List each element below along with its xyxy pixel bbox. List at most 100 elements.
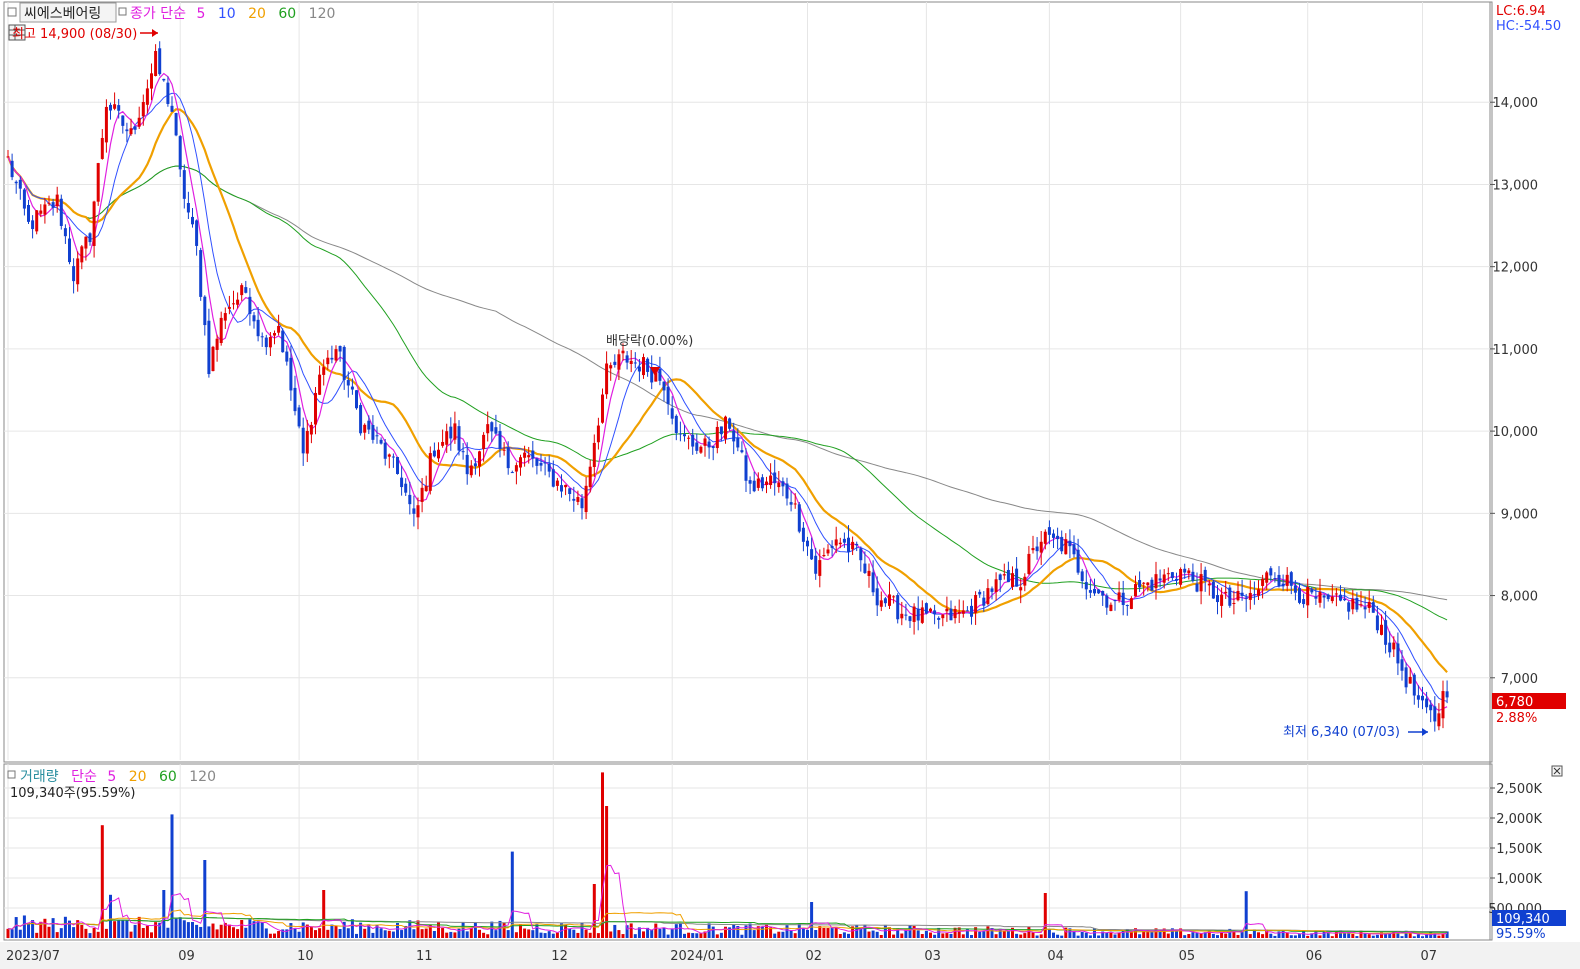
candle-body xyxy=(1080,571,1084,582)
candle-body xyxy=(875,588,879,606)
volume-bar xyxy=(719,932,723,938)
ma-legend-10[interactable]: 10 xyxy=(218,6,236,22)
volume-bar xyxy=(482,932,486,938)
ma-legend-20[interactable]: 20 xyxy=(248,6,266,22)
volume-bar xyxy=(207,926,211,938)
volume-bar xyxy=(777,931,781,938)
candle-body xyxy=(141,102,145,117)
candle-body xyxy=(31,220,35,230)
volume-bar xyxy=(1158,931,1162,938)
volume-ma-60[interactable]: 60 xyxy=(159,769,177,785)
volume-bar xyxy=(371,932,375,938)
candle-body xyxy=(994,579,998,593)
volume-bar xyxy=(1412,936,1416,938)
candle-body xyxy=(715,426,719,449)
volume-bar xyxy=(1183,935,1187,938)
volume-bar xyxy=(510,851,514,938)
candle-body xyxy=(1183,568,1187,573)
volume-bar xyxy=(248,919,252,938)
volume-ma-20[interactable]: 20 xyxy=(129,769,147,785)
ma-legend-120[interactable]: 120 xyxy=(309,6,336,22)
table-icon[interactable] xyxy=(8,24,26,41)
volume-bar xyxy=(1019,934,1023,938)
candle-body xyxy=(1343,599,1347,601)
volume-bar xyxy=(970,935,973,938)
candle-body xyxy=(432,450,436,457)
candle-body xyxy=(859,548,863,561)
candle-body xyxy=(605,363,609,395)
candle-body xyxy=(642,357,645,376)
volume-bar xyxy=(961,934,965,938)
candle-body xyxy=(1298,588,1301,603)
volume-bar xyxy=(186,922,190,938)
volume-bar xyxy=(527,929,531,938)
candle-body xyxy=(777,482,781,488)
volume-bar xyxy=(199,926,203,938)
candle-body xyxy=(756,478,760,488)
volume-ma-120[interactable]: 120 xyxy=(189,769,216,785)
volume-bar xyxy=(174,918,178,938)
volume-bar xyxy=(162,890,166,938)
volume-bar xyxy=(1371,935,1375,938)
candle-body xyxy=(535,458,539,466)
candle-body xyxy=(797,504,801,532)
volume-bar xyxy=(715,934,719,938)
candle-body xyxy=(1027,553,1031,574)
candle-body xyxy=(576,497,580,502)
candle-body xyxy=(1052,533,1055,538)
volume-bar xyxy=(125,920,129,938)
volume-bar xyxy=(637,927,641,938)
candle-body xyxy=(195,220,199,246)
candle-body xyxy=(412,508,416,514)
candle-body xyxy=(539,462,543,466)
volume-bar xyxy=(1437,935,1441,938)
candle-body xyxy=(301,427,305,454)
volume-bar xyxy=(1240,930,1244,938)
volume-bar xyxy=(22,915,26,938)
volume-bar xyxy=(1129,930,1133,938)
volume-bar xyxy=(166,927,170,938)
candle-body xyxy=(1207,583,1211,586)
candle-body xyxy=(174,112,178,136)
volume-bar xyxy=(1388,933,1392,938)
volume-bar xyxy=(297,931,301,938)
candle-body xyxy=(998,574,1002,581)
candle-body xyxy=(1380,624,1383,635)
volume-bar xyxy=(92,927,96,938)
candle-body xyxy=(191,216,194,225)
volume-bar xyxy=(1166,933,1170,938)
volume-close-icon[interactable] xyxy=(1551,765,1563,777)
volume-bar xyxy=(1293,935,1297,938)
symbol-button[interactable] xyxy=(19,2,117,23)
date-tick-label: 07 xyxy=(1421,949,1438,964)
candle-body xyxy=(117,105,121,111)
volume-ma-5[interactable]: 5 xyxy=(107,769,116,785)
volume-bar xyxy=(445,932,449,938)
ma-legend-60[interactable]: 60 xyxy=(278,6,296,22)
candle-body xyxy=(519,457,522,468)
candle-body xyxy=(420,487,424,502)
volume-bar xyxy=(568,929,572,938)
candle-body xyxy=(437,449,440,459)
volume-bar xyxy=(1343,932,1347,938)
candle-body xyxy=(801,527,805,542)
volume-bar xyxy=(875,931,879,938)
candle-body xyxy=(883,598,887,604)
candle-body xyxy=(1154,574,1158,589)
candle-body xyxy=(227,307,231,309)
candle-body xyxy=(1064,539,1068,555)
candle-body xyxy=(547,463,551,472)
candle-body xyxy=(1445,691,1449,698)
ma-legend-5[interactable]: 5 xyxy=(196,6,205,22)
volume-bar xyxy=(580,923,584,938)
menu-icon[interactable] xyxy=(7,7,17,17)
candle-body xyxy=(900,613,904,619)
volume-bar xyxy=(1105,932,1109,938)
candle-body xyxy=(584,485,588,513)
volume-bar xyxy=(773,933,777,938)
candle-body xyxy=(203,296,207,326)
volume-bar xyxy=(1314,930,1318,938)
volume-bar xyxy=(896,928,900,938)
candle-body xyxy=(523,452,527,458)
